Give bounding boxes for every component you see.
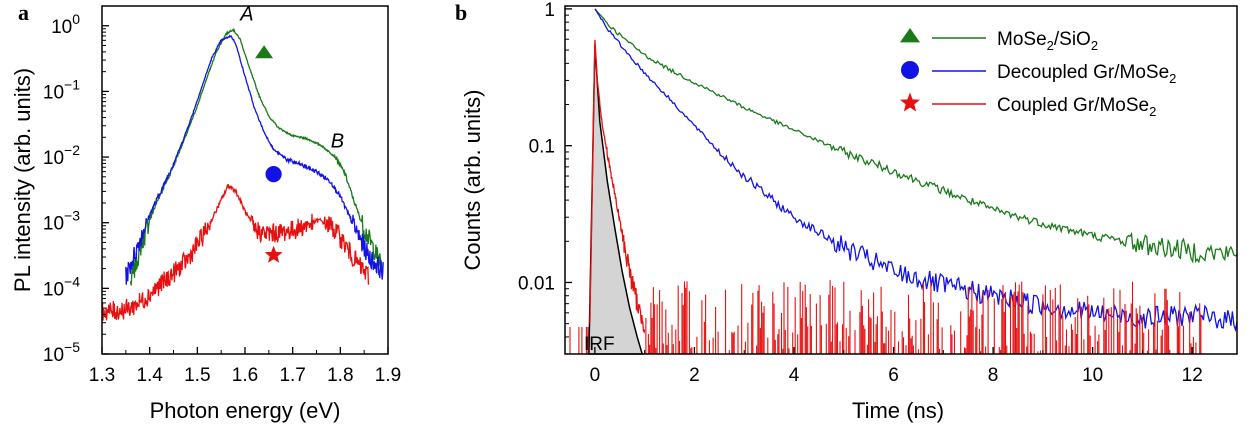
panel-a-peak-label-a: A — [239, 4, 253, 26]
panel-a-x-tick-label: 1.9 — [375, 365, 401, 386]
panel-b-series-line-decoupled — [594, 8, 1238, 333]
panel-a-y-axis-title: PL intensity (arb. units) — [10, 68, 35, 292]
panel-b: b 0 2 4 6 8 10 12 1 0.1 0.01 IRF MoSe2/SiO2 Decou… — [455, 0, 1238, 423]
panel-a-series-line-star — [101, 183, 370, 321]
panel-a-x-tick-label: 1.6 — [232, 365, 258, 386]
panel-b-coupled-pre-zero-noise — [569, 327, 589, 354]
panel-a-x-axis-title: Photon energy (eV) — [150, 398, 341, 423]
panel-b-y-tick-label: 0.1 — [529, 137, 555, 158]
panel-a-markers — [255, 45, 283, 263]
panel-b-x-tick-label: 10 — [1082, 365, 1103, 386]
legend-entry-moSe2-sio2: MoSe2/SiO2 — [900, 28, 1098, 53]
legend-entry-decoupled: Decoupled Gr/MoSe2 — [901, 61, 1176, 86]
panel-a-x-tick-label: 1.5 — [184, 365, 210, 386]
panel-b-y-axis-title: Counts (arb. units) — [460, 90, 485, 271]
panel-a-marker-star — [264, 245, 283, 263]
panel-b-legend: MoSe2/SiO2 Decoupled Gr/MoSe2 Coupled Gr/M… — [900, 28, 1176, 119]
panel-a-y-tick-label: 10−3 — [43, 208, 80, 235]
panel-b-x-tick-label: 2 — [689, 365, 700, 386]
panel-a-x-tick-label: 1.7 — [279, 365, 305, 386]
legend-label: Coupled Gr/MoSe2 — [997, 95, 1156, 119]
legend-marker-circle — [901, 61, 919, 79]
panel-b-coupled-noise-floor — [645, 280, 1202, 354]
panel-a-marker-circle — [265, 166, 282, 183]
panel-a-marker-triangle — [255, 45, 274, 59]
panel-a-peak-label-b: B — [331, 130, 344, 152]
panel-a-y-tick-label: 10−2 — [43, 142, 80, 169]
panel-b-y-tick-label: 0.01 — [518, 273, 555, 294]
panel-b-y-axis: 1 0.1 0.01 — [518, 0, 572, 355]
panel-letter-b: b — [455, 0, 467, 25]
panel-a: a 1.3 1.4 1.5 1.6 1.7 1.8 1.9 10010−110−210−31… — [10, 0, 401, 423]
panel-a-series-line-circle — [125, 34, 384, 285]
panel-b-x-axis: 0 2 4 6 8 10 12 — [590, 347, 1203, 386]
panel-a-y-tick-label: 10−4 — [43, 273, 80, 300]
legend-label: MoSe2/SiO2 — [997, 29, 1098, 53]
panel-b-x-tick-label: 8 — [988, 365, 999, 386]
irf-label: IRF — [584, 334, 615, 355]
panel-b-y-tick-label: 1 — [544, 0, 555, 21]
panel-a-y-tick-label: 10−5 — [43, 339, 80, 366]
legend-marker-star — [900, 92, 920, 112]
panel-b-x-tick-label: 12 — [1182, 365, 1203, 386]
panel-a-y-axis: 100 10−1 10−2 10−3 10−4 10−5 — [43, 5, 109, 366]
panel-a-y-tick-label: 100 — [51, 11, 80, 38]
panel-b-series-line-coupled — [589, 39, 646, 334]
legend-label: Decoupled Gr/MoSe2 — [997, 62, 1176, 86]
panel-a-y-tick-label: 10−1 — [43, 76, 80, 103]
panel-letter-a: a — [18, 0, 29, 25]
panel-a-series-layer — [101, 28, 384, 321]
panel-b-plot-frame — [564, 5, 1238, 355]
panel-a-x-tick-label: 1.8 — [327, 365, 353, 386]
panel-a-annotations: AB — [239, 4, 344, 153]
panel-b-series-line-moSe2-sio2 — [594, 8, 1238, 264]
panel-b-x-tick-label: 6 — [888, 365, 899, 386]
panel-a-x-tick-label: 1.4 — [136, 365, 163, 386]
panel-a-x-tick-label: 1.3 — [89, 365, 115, 386]
legend-marker-triangle — [900, 28, 920, 43]
panel-a-x-axis: 1.3 1.4 1.5 1.6 1.7 1.8 1.9 — [89, 347, 401, 386]
panel-b-series-layer — [569, 8, 1238, 354]
panel-b-x-axis-title: Time (ns) — [852, 398, 944, 423]
panel-b-x-tick-label: 4 — [789, 365, 800, 386]
legend-entry-coupled: Coupled Gr/MoSe2 — [900, 92, 1156, 119]
panel-b-x-tick-label: 0 — [590, 365, 601, 386]
